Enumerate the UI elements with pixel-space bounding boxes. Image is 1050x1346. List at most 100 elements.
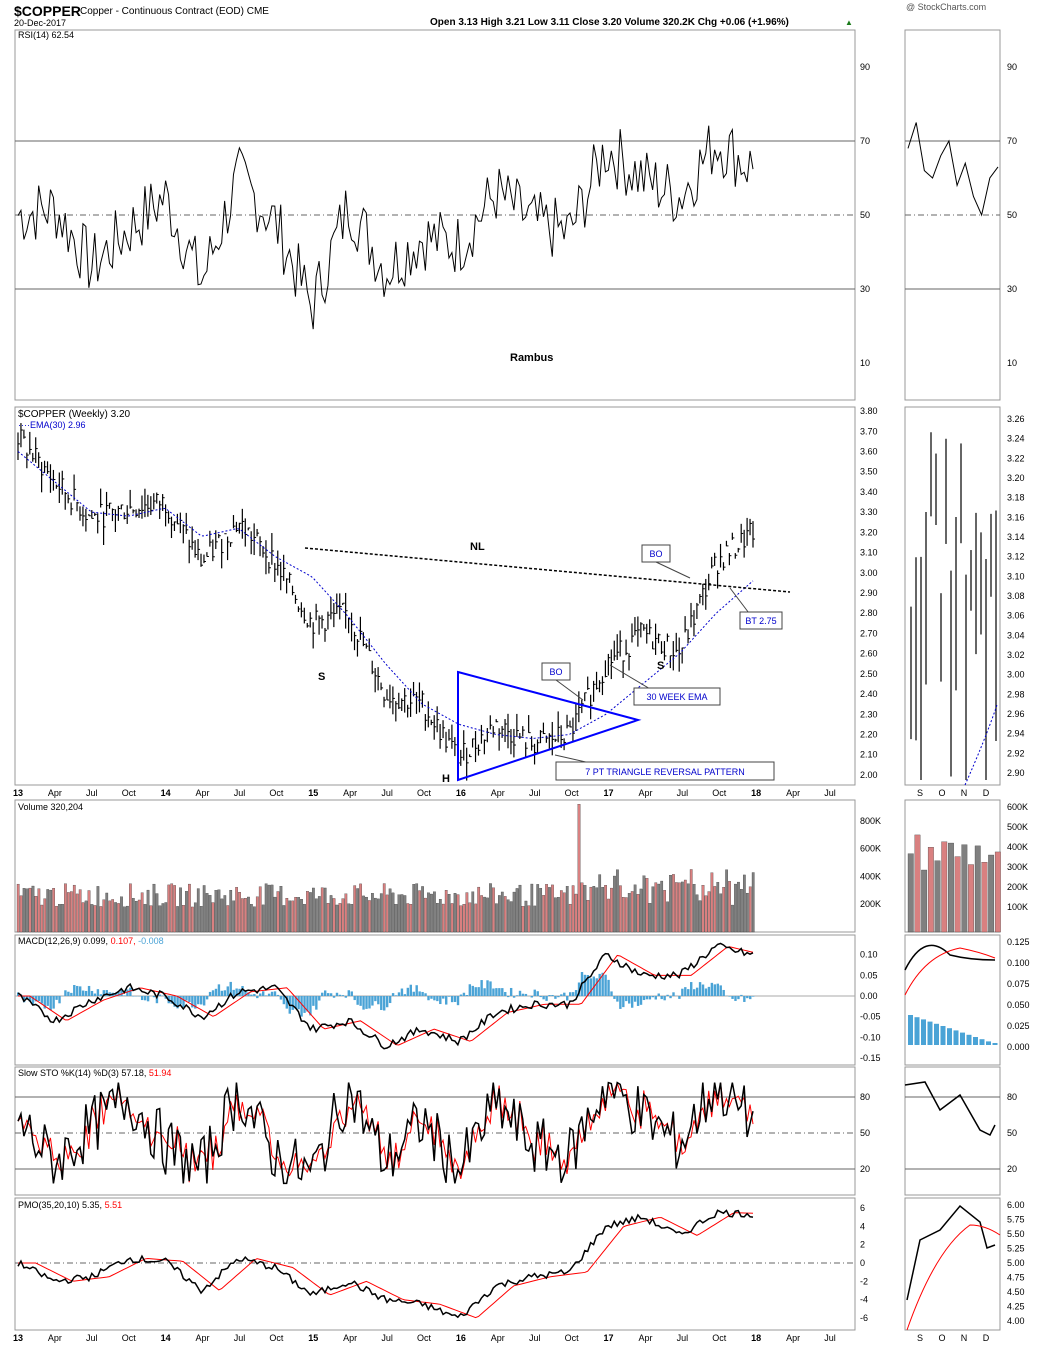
volume-bar-right — [981, 862, 988, 933]
macd-hist-bar — [424, 993, 427, 996]
volume-bar — [524, 900, 528, 933]
panel-frame-right-price — [904, 406, 1001, 786]
volume-bar — [536, 884, 540, 933]
volume-tick-right: 500K — [1007, 822, 1028, 832]
volume-bar — [689, 869, 693, 933]
volume-bar — [46, 889, 50, 933]
volume-bar — [486, 897, 489, 933]
volume-bar — [176, 906, 179, 933]
x-tick: Oct — [269, 1333, 284, 1343]
macd-hist-bar — [318, 996, 321, 1001]
x-tick: Jul — [234, 1333, 246, 1343]
macd-tick: -0.15 — [860, 1053, 881, 1063]
x-tick: 13 — [13, 1333, 23, 1343]
x-tick: Apr — [48, 1333, 62, 1343]
macd-hist-bar — [306, 996, 309, 1012]
volume-bar — [129, 883, 132, 933]
macd-hist-bar — [155, 996, 159, 1004]
pmo-tick-right: 5.00 — [1007, 1258, 1025, 1268]
macd-hist-bar — [232, 989, 235, 996]
volume-bar — [542, 895, 545, 933]
macd-hist-bar — [568, 992, 572, 996]
volume-bar — [497, 895, 501, 933]
macd-hist-bar — [73, 985, 76, 996]
macd-hist-bar — [610, 991, 613, 996]
volume-bar — [87, 890, 91, 933]
macd-hist-bar — [749, 996, 752, 1000]
volume-bar — [78, 889, 82, 933]
macd-hist-bar — [105, 990, 108, 996]
volume-bar — [554, 897, 557, 933]
price-tick-right: 3.24 — [1007, 434, 1025, 444]
volume-bar — [120, 896, 123, 933]
x-tick: 18 — [751, 1333, 761, 1343]
macd-hist-bar — [616, 996, 619, 1002]
pmo-tick-right: 4.75 — [1007, 1273, 1025, 1283]
volume-bar — [698, 900, 702, 933]
x-tick: 16 — [456, 1333, 466, 1343]
volume-bar — [332, 898, 336, 933]
volume-bar — [616, 869, 619, 933]
volume-bar — [90, 904, 94, 933]
macd-hist-bar — [362, 996, 365, 1010]
macd-hist-bar — [338, 994, 342, 996]
macd-hist-bar — [619, 996, 622, 1009]
volume-bar — [238, 891, 241, 933]
x-tick: 16 — [456, 788, 466, 798]
volume-bar — [146, 889, 150, 933]
macd-hist-bar — [551, 994, 554, 996]
macd-hist-bar — [462, 992, 466, 996]
instrument-name: Copper - Continuous Contract (EOD) CME — [80, 6, 269, 17]
macd-hist-bar — [40, 996, 44, 1004]
volume-bar — [102, 899, 106, 933]
x-tick: Jul — [86, 1333, 98, 1343]
volume-bar-right — [954, 856, 961, 933]
macd-hist-bar-right — [953, 1030, 959, 1045]
x-tick: 18 — [751, 788, 761, 798]
rsi-tick: 90 — [860, 62, 870, 72]
volume-tick: 200K — [860, 899, 881, 909]
macd-hist-bar — [471, 985, 474, 996]
macd-hist-bar — [28, 996, 32, 1002]
chart-header: $COPPER Copper - Continuous Contract (EOD… — [14, 2, 986, 28]
rsi-tick: 50 — [860, 210, 870, 220]
volume-bar — [430, 893, 433, 933]
volume-bar — [663, 890, 666, 933]
x-tick-right: S — [917, 1333, 923, 1343]
macd-hist-bar — [442, 996, 445, 999]
macd-tick-right: 0.100 — [1007, 958, 1030, 968]
price-tick: 3.80 — [860, 406, 878, 416]
price-tick-right: 3.04 — [1007, 630, 1025, 640]
volume-bar — [81, 902, 85, 933]
macd-hist-bar — [601, 972, 604, 996]
volume-bar — [489, 883, 492, 933]
volume-bar — [633, 884, 637, 933]
volume-bar — [722, 887, 726, 933]
price-tick: 2.40 — [860, 689, 878, 699]
macd-hist-bar — [577, 982, 581, 996]
macd-hist-bar-right — [914, 1017, 920, 1045]
x-tick: Apr — [196, 1333, 210, 1343]
volume-bar — [728, 881, 731, 933]
x-tick: Apr — [343, 1333, 357, 1343]
volume-bar — [433, 891, 436, 933]
macd-hist-bar — [533, 989, 536, 996]
volume-bar — [69, 891, 73, 933]
macd-hist-bar-right — [986, 1041, 991, 1045]
volume-tick: 800K — [860, 816, 881, 826]
macd-hist-bar-right — [921, 1019, 926, 1045]
volume-bar — [338, 903, 342, 933]
volume-bar — [512, 891, 516, 933]
volume-bar — [276, 891, 280, 933]
macd-hist-bar — [117, 991, 120, 996]
macd-hist-bar — [264, 995, 268, 996]
panel-frame-sto — [14, 1066, 856, 1196]
macd-hist-bar — [492, 988, 495, 996]
price-tick-right: 3.06 — [1007, 611, 1025, 621]
macd-hist-bar — [604, 974, 607, 996]
volume-bar — [158, 905, 162, 933]
price-tick-right: 3.10 — [1007, 571, 1025, 581]
x-tick: Apr — [786, 1333, 800, 1343]
price-tick: 3.00 — [860, 568, 878, 578]
volume-bar — [465, 892, 469, 933]
